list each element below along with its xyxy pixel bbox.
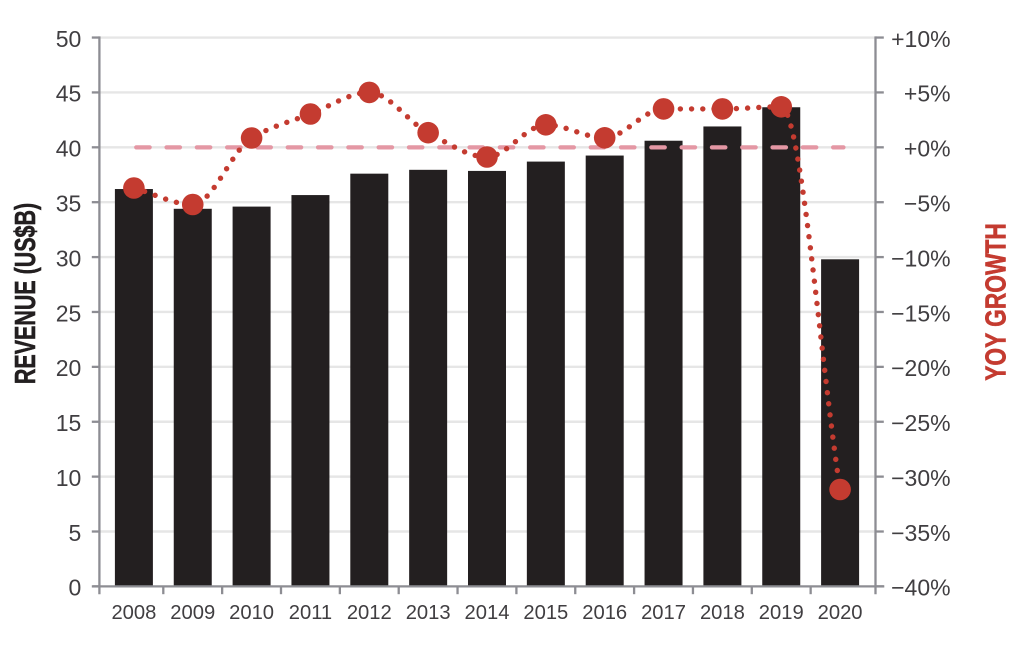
svg-text:2008: 2008: [111, 602, 156, 624]
svg-text:15: 15: [56, 410, 82, 436]
svg-text:+5%: +5%: [904, 81, 951, 107]
svg-text:2012: 2012: [347, 602, 392, 624]
svg-text:40: 40: [56, 136, 82, 162]
svg-text:2014: 2014: [465, 602, 510, 624]
svg-text:2015: 2015: [523, 602, 568, 624]
svg-text:2011: 2011: [289, 602, 332, 624]
svg-text:2018: 2018: [700, 602, 745, 624]
svg-text:YOY GROWTH: YOY GROWTH: [979, 223, 1012, 381]
svg-text:−40%: −40%: [891, 575, 950, 601]
svg-text:REVENUE (US$B): REVENUE (US$B): [10, 203, 42, 384]
svg-text:45: 45: [56, 81, 82, 107]
svg-text:10: 10: [56, 465, 82, 491]
svg-text:−25%: −25%: [891, 410, 950, 436]
svg-text:2017: 2017: [641, 602, 686, 624]
svg-text:2020: 2020: [818, 602, 863, 624]
svg-text:2013: 2013: [406, 602, 451, 624]
svg-text:20: 20: [56, 355, 82, 381]
svg-text:2009: 2009: [170, 602, 215, 624]
svg-text:+0%: +0%: [904, 136, 951, 162]
svg-text:−20%: −20%: [891, 355, 950, 381]
svg-text:35: 35: [56, 191, 82, 217]
svg-text:30: 30: [56, 245, 82, 271]
svg-text:50: 50: [56, 26, 82, 52]
svg-text:−5%: −5%: [904, 191, 951, 217]
svg-text:2010: 2010: [229, 602, 274, 624]
svg-text:−15%: −15%: [891, 300, 950, 326]
svg-text:−10%: −10%: [891, 245, 950, 271]
svg-text:2016: 2016: [582, 602, 627, 624]
svg-text:+10%: +10%: [891, 26, 950, 52]
svg-text:25: 25: [56, 300, 82, 326]
svg-text:2019: 2019: [759, 602, 804, 624]
svg-text:−35%: −35%: [891, 520, 950, 546]
svg-text:−30%: −30%: [891, 465, 950, 491]
svg-text:5: 5: [69, 520, 82, 546]
svg-text:0: 0: [69, 575, 82, 601]
